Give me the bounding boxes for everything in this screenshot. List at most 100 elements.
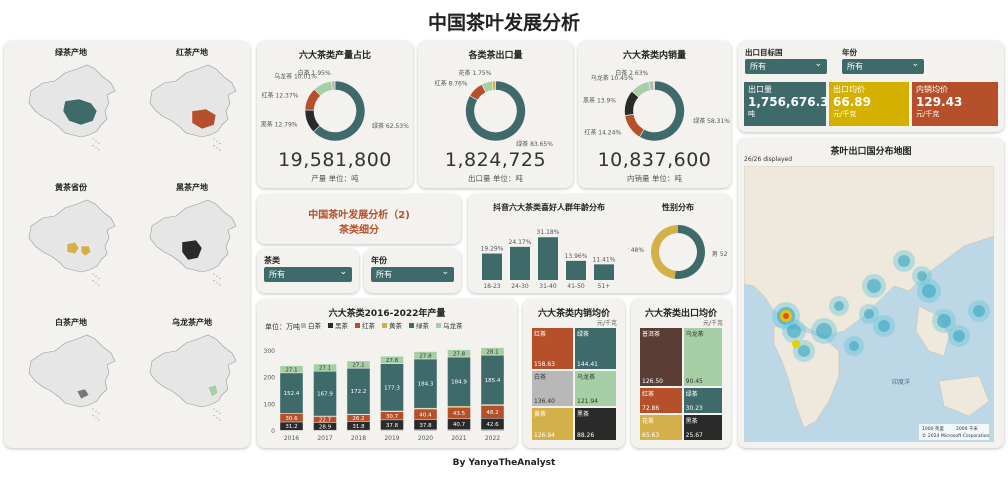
gender-chart-title: 性别分布 xyxy=(662,203,694,212)
highlighted-province xyxy=(62,98,98,126)
donut-label: 花茶 1.75% xyxy=(458,69,491,77)
map-title: 黑茶产地 xyxy=(176,183,208,192)
china-map[interactable] xyxy=(142,61,242,156)
domestic-price-treemap-card: 六大茶类内销均价 元/千克 红茶 158.63 绿茶 144.41 白茶 136.40 乌龙… xyxy=(523,299,625,448)
island-dot xyxy=(98,419,100,421)
production-stacked-bar-chart[interactable]: 单位：万吨 白茶 黑茶 红茶 黄茶 绿茶 乌龙茶 0 100 200 300 31.2 30.6 152.… xyxy=(257,317,517,447)
china-map[interactable] xyxy=(142,196,242,291)
legend-label: 绿茶 xyxy=(416,321,430,330)
land-mass xyxy=(744,166,994,337)
segment-label: 27.1 xyxy=(285,367,297,373)
production-donut-chart[interactable]: 绿茶 62.53% 黑茶 12.79% 红茶 12.37% 乌龙茶 10.01%白茶 … xyxy=(257,59,413,159)
gender-slice xyxy=(674,225,705,279)
page-title: 中国茶叶发展分析 xyxy=(427,12,580,34)
heat-point xyxy=(898,255,910,267)
legend-label: 黑茶 xyxy=(335,321,349,330)
age-bar-label: 11.41% xyxy=(593,256,616,263)
china-map[interactable] xyxy=(142,331,242,426)
kpi-label: 出口量 xyxy=(748,85,772,94)
china-map[interactable] xyxy=(21,196,121,291)
treemap-cell[interactable]: 黑茶 88.26 xyxy=(574,406,617,441)
map-title: 乌龙茶产地 xyxy=(172,318,212,327)
highlighted-province xyxy=(66,241,92,257)
island-dot xyxy=(219,149,221,151)
production-trend-title: 六大茶类2016-2022年产量 xyxy=(328,309,446,319)
treemap-cell[interactable]: 红茶 158.63 xyxy=(531,327,574,371)
donut-label: 红茶 14.24% xyxy=(584,128,621,136)
stacked-bar-segment xyxy=(346,360,371,369)
stacked-bar-segment xyxy=(313,363,337,372)
treemap-cell[interactable]: 白茶 136.40 xyxy=(531,370,574,407)
heat-point xyxy=(816,323,832,339)
chevron-down-icon: ⌄ xyxy=(441,267,449,277)
tea-slicer-dropdown[interactable]: 所有 ⌄ xyxy=(264,267,352,282)
export-country-value: 所有 xyxy=(750,62,766,71)
domestic-price-title: 六大茶类内销均价 xyxy=(537,309,610,319)
treemap-cell[interactable]: 黄茶 126.94 xyxy=(531,406,574,441)
x-tick-label: 2017 xyxy=(317,435,332,442)
kpi-label: 内销均价 xyxy=(916,85,948,94)
treemap-cell[interactable]: 花茶 65.63 xyxy=(639,413,683,441)
heat-point xyxy=(953,330,965,342)
stacked-bar-segment xyxy=(380,356,404,364)
treemap-cell[interactable]: 普洱茶 126.50 xyxy=(639,327,683,388)
age-tick-label: 24-30 xyxy=(511,283,529,290)
export-price-treemap[interactable]: 普洱茶 126.50 乌龙茶 90.45 红茶 72.86 绿茶 30.23 花茶 65.63 黑茶… xyxy=(639,327,723,441)
segment-label: 185.4 xyxy=(485,378,501,384)
heat-point xyxy=(849,341,859,351)
scale-label: 2000 千米 xyxy=(956,425,978,432)
age-bar xyxy=(482,253,502,280)
production-trend-card: 六大茶类2016-2022年产量 单位：万吨 白茶 黑茶 红茶 黄茶 绿茶 乌龙茶 0 100 2… xyxy=(257,299,517,448)
export-country-dropdown[interactable]: 所有 ⌄ xyxy=(745,59,827,74)
island-dot xyxy=(92,408,94,410)
donut-label: 绿茶 58.31% xyxy=(693,117,730,125)
treemap-cell[interactable]: 绿茶 30.23 xyxy=(682,387,723,414)
gender-donut-chart[interactable]: 男 52% 女 48% xyxy=(628,212,728,292)
china-map[interactable] xyxy=(21,61,121,156)
subtitle-card: 中国茶叶发展分析（2) 茶类细分 xyxy=(257,194,461,244)
production-donut-card: 六大茶类产量占比 绿茶 62.53% 黑茶 12.79% 红茶 12.37% 乌龙茶 … xyxy=(257,41,413,188)
segment-label: 22.7 xyxy=(319,417,332,423)
donut-label: 乌龙茶 10.45% xyxy=(591,74,634,82)
year2-dropdown[interactable]: 所有 ⌄ xyxy=(842,59,924,74)
export-donut-chart[interactable]: 绿茶 83.65% 红茶 8.76% 花茶 1.75% xyxy=(418,59,573,159)
china-map[interactable] xyxy=(21,331,121,426)
displayed-count: 26/26 displayed xyxy=(744,156,793,163)
highlighted-province xyxy=(76,388,90,400)
segment-label: 30.6 xyxy=(285,416,298,422)
export-donut-card: 各类茶出口量 绿茶 83.65% 红茶 8.76% 花茶 1.75% 1,824,7… xyxy=(418,41,573,188)
heat-point xyxy=(878,320,890,332)
island-dot xyxy=(219,284,221,286)
age-tick-label: 18-23 xyxy=(483,283,501,290)
age-bar-label: 19.29% xyxy=(481,246,504,253)
china-outline xyxy=(149,334,237,408)
year-slicer-dropdown[interactable]: 所有 ⌄ xyxy=(371,267,454,282)
age-bar-chart[interactable]: 19.29% 18-23 24.17% 24-30 31.18% 31-40 13.96% 4… xyxy=(474,212,624,292)
scale-box xyxy=(919,424,989,440)
x-tick-label: 2019 xyxy=(384,435,399,442)
segment-label: 37.8 xyxy=(419,423,432,429)
donut-slice xyxy=(491,80,496,91)
domestic-donut-chart[interactable]: 绿茶 58.31% 红茶 14.24% 黑茶 13.9% 乌龙茶 10.45%白茶 2… xyxy=(578,59,731,159)
y-tick-label: 0 xyxy=(271,428,275,435)
y-tick-label: 300 xyxy=(264,348,276,355)
x-tick-label: 2020 xyxy=(418,435,433,442)
treemap-cell[interactable]: 红茶 72.86 xyxy=(639,387,683,414)
treemap-cell[interactable]: 黑茶 25.67 xyxy=(682,413,723,441)
stacked-bar-segment xyxy=(480,347,505,356)
heat-point xyxy=(798,345,810,357)
domestic-price-treemap[interactable]: 红茶 158.63 绿茶 144.41 白茶 136.40 乌龙茶 121.94 黄茶 126.9… xyxy=(531,327,617,441)
island-dot xyxy=(95,410,97,412)
treemap-cell[interactable]: 乌龙茶 121.94 xyxy=(574,370,617,407)
treemap-cell[interactable]: 绿茶 144.41 xyxy=(574,327,617,371)
treemap-cell-value: 65.63 xyxy=(642,431,660,439)
chevron-down-icon: ⌄ xyxy=(814,59,822,69)
segment-label: 30.7 xyxy=(386,414,399,420)
treemap-cell-value: 144.41 xyxy=(577,361,598,369)
treemap-cell-value: 72.86 xyxy=(642,404,660,412)
ocean-label: 印度洋 xyxy=(892,378,910,386)
heat-point xyxy=(922,284,936,298)
donut-slice xyxy=(624,113,645,138)
world-heat-map[interactable]: 印度洋 1000 英里 2000 千米© 2024 Microsoft Corpor… xyxy=(744,166,994,442)
treemap-cell[interactable]: 乌龙茶 90.45 xyxy=(682,327,723,388)
